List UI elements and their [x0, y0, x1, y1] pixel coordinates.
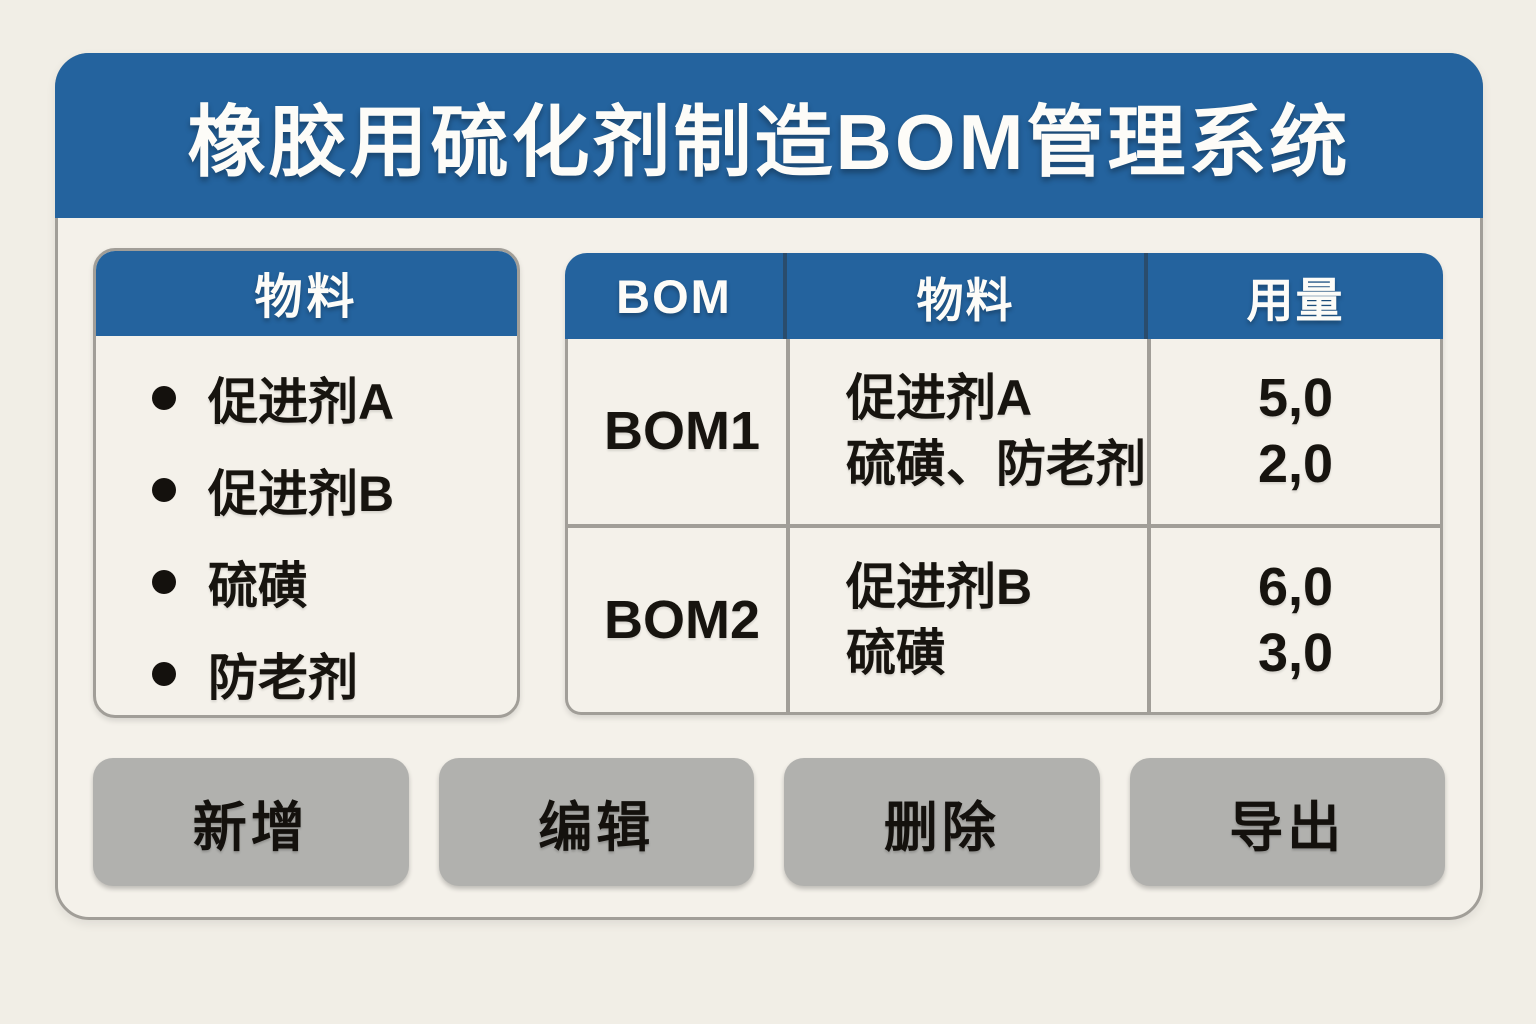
material-label: 硫磺	[208, 558, 308, 614]
material-line: 硫磺、防老剂	[846, 436, 1146, 493]
material-label: 促进剂B	[208, 466, 395, 522]
materials-cell: 促进剂B 硫磺	[790, 527, 1151, 712]
bom-table-body: BOM1 促进剂A 硫磺、防老剂 5,0 2,0 BOM2 促进剂B 硫磺 6,…	[565, 339, 1443, 715]
amounts-cell: 6,0 3,0	[1151, 528, 1440, 713]
export-button[interactable]: 导出	[1129, 758, 1445, 886]
bom-table-header: BOM 物料 用量	[565, 253, 1443, 339]
material-list-item[interactable]: 防老剂	[152, 628, 507, 715]
material-label: 防老剂	[208, 650, 358, 706]
app-title: 橡胶用硫化剂制造BOM管理系统	[187, 97, 1351, 186]
delete-button[interactable]: 删除	[784, 758, 1100, 886]
add-button[interactable]: 新增	[93, 758, 409, 886]
material-label: 促进剂A	[208, 374, 395, 430]
materials-panel: 物料 促进剂A 促进剂B 硫磺 防老剂	[93, 248, 520, 718]
column-header-bom: BOM	[565, 253, 787, 339]
materials-panel-header: 物料	[96, 251, 517, 336]
table-row-bom1[interactable]: BOM1 促进剂A 硫磺、防老剂 5,0 2,0	[568, 339, 1440, 524]
bom-id-cell: BOM2	[568, 527, 790, 712]
bom-id-cell: BOM1	[568, 339, 790, 524]
bullet-icon	[152, 478, 176, 502]
amounts-cell: 5,0 2,0	[1151, 339, 1440, 524]
amount-line: 6,0	[1257, 556, 1334, 617]
main-card: 橡胶用硫化剂制造BOM管理系统 物料 促进剂A 促进剂B 硫磺 防老剂 B	[55, 53, 1483, 920]
bullet-icon	[152, 570, 176, 594]
action-buttons: 新增 编辑 删除 导出	[93, 758, 1445, 886]
amount-line: 3,0	[1257, 622, 1334, 683]
materials-list: 促进剂A 促进剂B 硫磺 防老剂	[96, 336, 517, 715]
material-line: 促进剂B	[846, 558, 1033, 615]
material-list-item[interactable]: 促进剂B	[152, 444, 507, 536]
app-title-bar: 橡胶用硫化剂制造BOM管理系统	[55, 53, 1483, 218]
table-row-bom2[interactable]: BOM2 促进剂B 硫磺 6,0 3,0	[568, 523, 1440, 713]
material-line: 促进剂A	[846, 370, 1033, 427]
bom-table: BOM 物料 用量 BOM1 促进剂A 硫磺、防老剂 5,0 2,0 BOM2 …	[565, 253, 1443, 715]
amount-line: 5,0	[1257, 368, 1334, 429]
material-list-item[interactable]: 硫磺	[152, 536, 507, 628]
bullet-icon	[152, 662, 176, 686]
material-line: 硫磺	[846, 624, 946, 681]
edit-button[interactable]: 编辑	[438, 758, 754, 886]
materials-cell: 促进剂A 硫磺、防老剂	[790, 339, 1151, 524]
column-header-amount: 用量	[1246, 273, 1345, 327]
column-header-material: 物料	[787, 253, 1148, 339]
bullet-icon	[152, 386, 176, 410]
material-list-item[interactable]: 促进剂A	[152, 352, 507, 444]
amount-line: 2,0	[1257, 434, 1334, 495]
